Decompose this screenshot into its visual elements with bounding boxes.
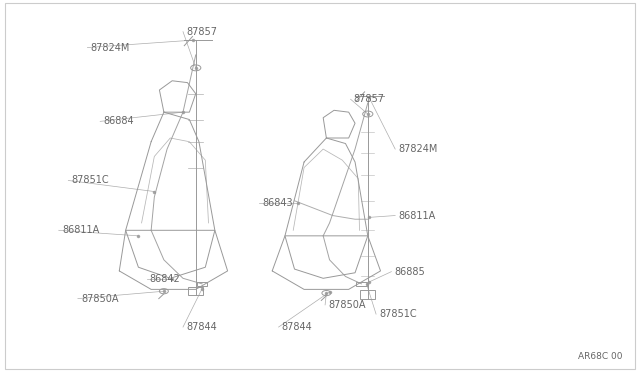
Text: 87850A: 87850A xyxy=(81,294,118,304)
Text: 86811A: 86811A xyxy=(398,211,436,221)
Text: AR68C 00: AR68C 00 xyxy=(578,352,623,361)
Text: 87824M: 87824M xyxy=(398,144,438,154)
Bar xyxy=(360,291,376,299)
Text: 86843: 86843 xyxy=(262,198,293,208)
Bar xyxy=(197,282,207,286)
Text: 87844: 87844 xyxy=(282,322,312,332)
Text: 87857: 87857 xyxy=(186,27,217,37)
Text: 86842: 86842 xyxy=(150,274,180,284)
Text: 87857: 87857 xyxy=(354,94,385,104)
Bar xyxy=(356,282,367,286)
Text: 86884: 86884 xyxy=(103,116,134,126)
Text: 87851C: 87851C xyxy=(72,176,109,186)
Text: 86811A: 86811A xyxy=(62,225,99,235)
Text: 86885: 86885 xyxy=(394,267,426,277)
Text: 87850A: 87850A xyxy=(328,300,366,310)
Bar xyxy=(188,287,204,295)
Text: 87844: 87844 xyxy=(186,322,217,332)
Text: 87851C: 87851C xyxy=(380,309,417,319)
Text: 87824M: 87824M xyxy=(91,42,130,52)
